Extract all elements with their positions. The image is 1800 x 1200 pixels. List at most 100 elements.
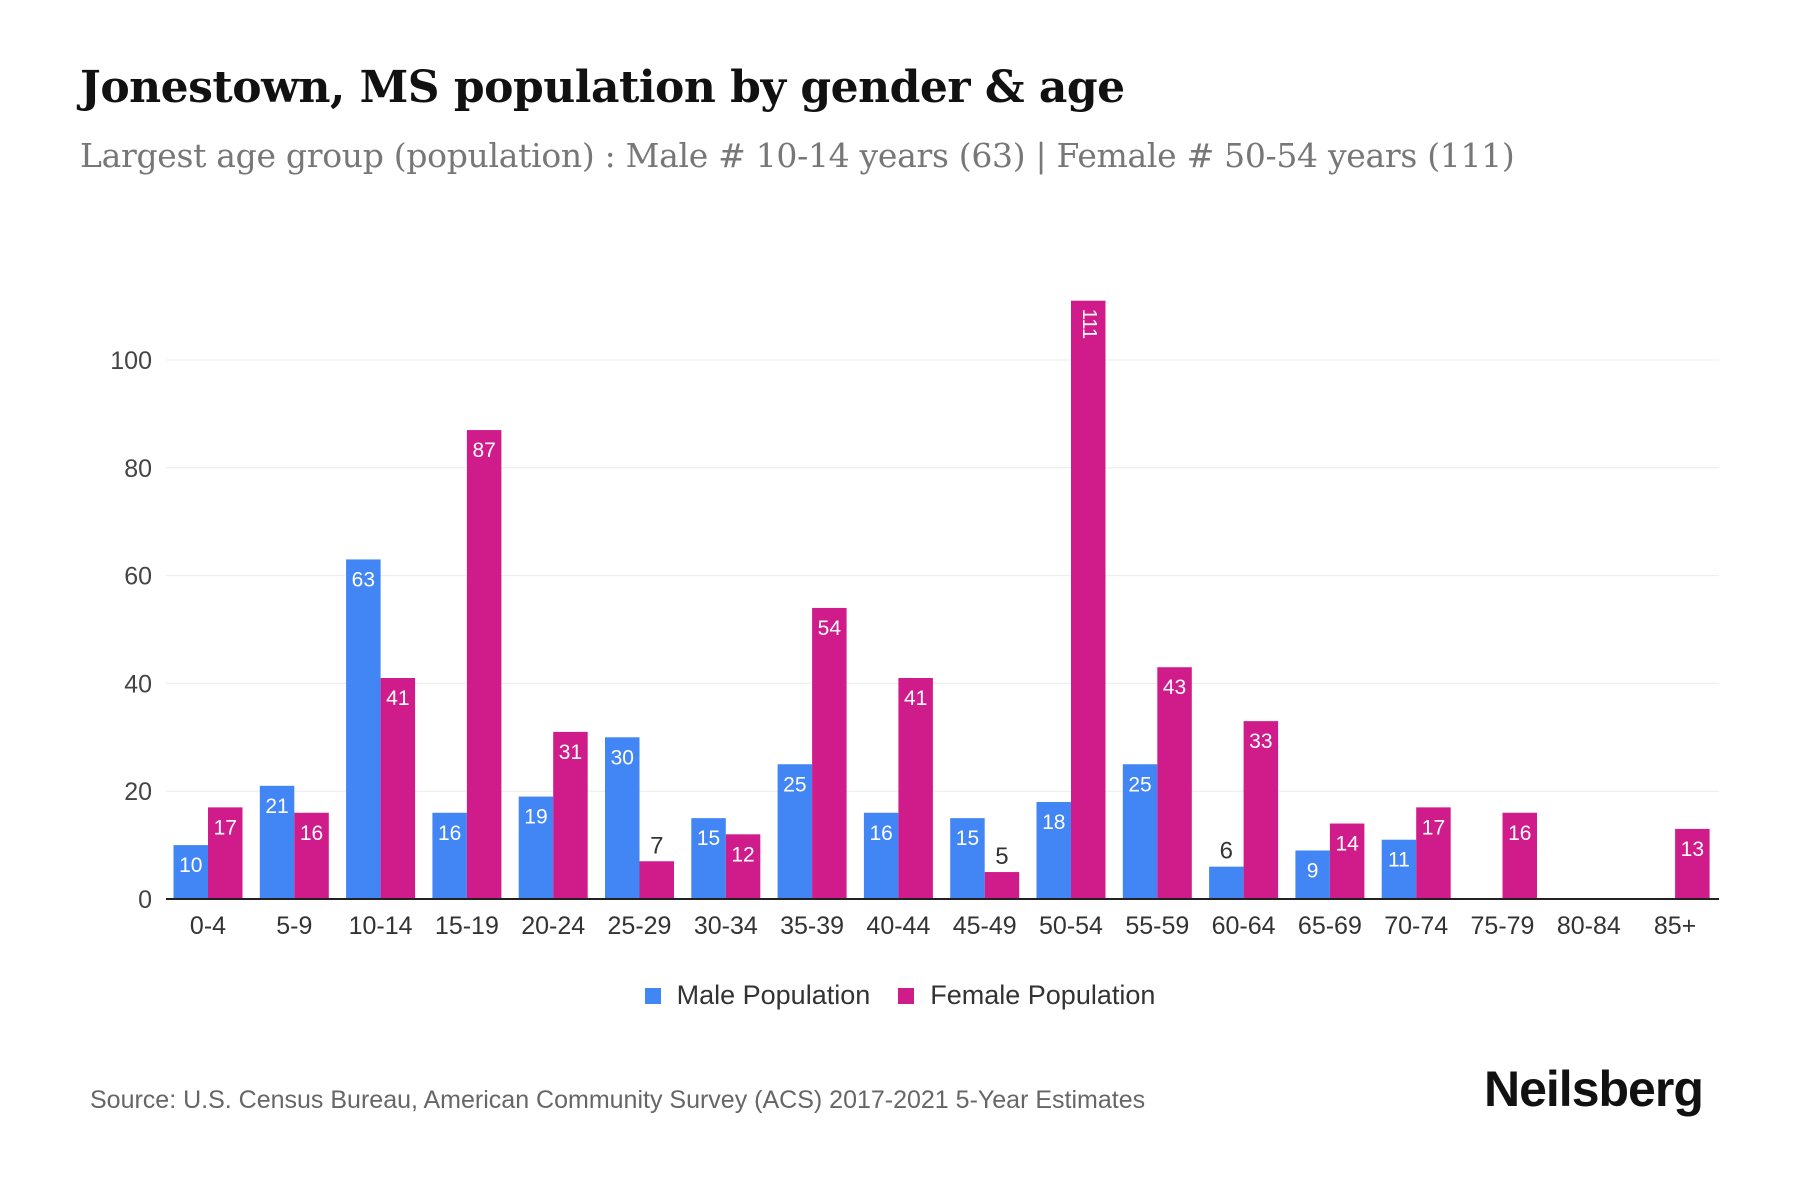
female-bar xyxy=(984,872,1020,899)
data-label: 6 xyxy=(1220,838,1233,865)
male-bar xyxy=(950,818,985,899)
data-label: 21 xyxy=(265,795,288,818)
legend-item-male: Male Population xyxy=(644,980,871,1011)
x-tick-label: 25-29 xyxy=(608,912,672,940)
female-bar xyxy=(466,430,502,899)
y-tick-label: 40 xyxy=(124,670,152,698)
data-label: 41 xyxy=(386,687,409,710)
male-bar xyxy=(173,845,208,899)
data-label: 15 xyxy=(956,827,979,850)
data-label: 11 xyxy=(1388,849,1410,872)
data-label: 7 xyxy=(650,832,663,859)
chart-title: Jonestown, MS population by gender & age xyxy=(80,62,1125,113)
male-bar xyxy=(1209,866,1244,899)
female-bar xyxy=(294,812,329,899)
data-label: 63 xyxy=(352,568,375,591)
x-tick-label: 85+ xyxy=(1654,912,1696,940)
source-note: Source: U.S. Census Bureau, American Com… xyxy=(90,1086,1146,1114)
x-tick-label: 45-49 xyxy=(953,912,1017,940)
data-label: 41 xyxy=(904,687,927,710)
data-label: 10 xyxy=(179,854,202,877)
x-tick-label: 75-79 xyxy=(1471,912,1535,940)
data-label: 9 xyxy=(1307,859,1319,882)
data-label: 14 xyxy=(1335,833,1359,856)
female-bar xyxy=(208,807,243,899)
y-tick-label: 100 xyxy=(110,347,152,375)
data-label: 19 xyxy=(524,806,547,829)
data-label: 87 xyxy=(472,439,495,462)
data-label: 111 xyxy=(1078,309,1100,339)
female-bar xyxy=(898,678,933,899)
data-label: 17 xyxy=(214,816,237,839)
chart-subtitle: Largest age group (population) : Male # … xyxy=(80,136,1515,175)
legend: Male Population Female Population xyxy=(0,980,1800,1011)
female-bar xyxy=(639,861,674,899)
x-tick-label: 60-64 xyxy=(1212,912,1276,940)
female-bar xyxy=(553,731,588,899)
x-tick-label: 30-34 xyxy=(694,912,758,940)
legend-item-female: Female Population xyxy=(898,980,1155,1011)
female-bar xyxy=(1416,807,1451,899)
x-tick-label: 50-54 xyxy=(1039,912,1103,940)
female-bar xyxy=(1243,721,1279,899)
x-tick-label: 80-84 xyxy=(1557,912,1621,940)
male-bar xyxy=(432,812,467,899)
data-label: 30 xyxy=(611,746,634,769)
data-label: 15 xyxy=(697,827,720,850)
female-bar xyxy=(1502,812,1537,899)
data-label: 33 xyxy=(1249,730,1272,753)
data-label: 25 xyxy=(783,773,806,796)
bar-chart: 0 20 40 60 80 100 0-4 10 17 5-9 21 16 10-14 63 41 15-19… xyxy=(110,300,1719,940)
data-label: 25 xyxy=(1128,773,1151,796)
female-bar xyxy=(812,607,847,899)
x-tick-label: 65-69 xyxy=(1298,912,1362,940)
female-bar xyxy=(1157,667,1192,899)
male-bar xyxy=(1295,850,1330,899)
male-bar xyxy=(777,764,813,899)
male-bar xyxy=(259,785,295,899)
data-label: 17 xyxy=(1422,816,1445,839)
x-tick-label: 35-39 xyxy=(780,912,844,940)
neilsberg-logo: Neilsberg xyxy=(1484,1061,1704,1117)
y-tick-label: 60 xyxy=(124,563,152,591)
data-label: 18 xyxy=(1042,811,1065,834)
data-label: 54 xyxy=(818,617,842,640)
x-tick-label: 40-44 xyxy=(866,912,930,940)
data-label: 43 xyxy=(1163,676,1186,699)
legend-swatch-female xyxy=(898,987,915,1004)
male-bar xyxy=(1381,839,1417,899)
y-tick-label: 20 xyxy=(124,778,152,806)
data-label: 16 xyxy=(438,822,461,845)
x-tick-label: 5-9 xyxy=(276,912,312,940)
data-label: 5 xyxy=(995,843,1008,870)
male-bar xyxy=(1122,764,1158,899)
legend-swatch-male xyxy=(644,987,661,1004)
x-tick-label: 10-14 xyxy=(349,912,413,940)
male-bar xyxy=(691,818,726,899)
x-tick-label: 55-59 xyxy=(1125,912,1189,940)
x-tick-label: 15-19 xyxy=(435,912,499,940)
data-label: 16 xyxy=(300,822,323,845)
data-label: 12 xyxy=(731,843,754,866)
x-tick-label: 0-4 xyxy=(190,912,226,940)
y-tick-label: 80 xyxy=(124,455,152,483)
x-tick-label: 70-74 xyxy=(1384,912,1448,940)
data-label: 16 xyxy=(1508,822,1531,845)
data-label: 31 xyxy=(559,741,582,764)
legend-label-male: Male Population xyxy=(676,980,871,1010)
legend-label-female: Female Population xyxy=(930,980,1156,1010)
female-bar xyxy=(1675,828,1710,899)
y-tick-label: 0 xyxy=(138,886,152,914)
male-bar xyxy=(605,737,640,899)
male-bar xyxy=(863,812,899,899)
male-bar xyxy=(518,796,554,899)
female-bar xyxy=(725,834,761,899)
male-bar xyxy=(1036,801,1071,899)
x-tick-label: 20-24 xyxy=(521,912,585,940)
data-label: 13 xyxy=(1681,838,1704,861)
data-label: 16 xyxy=(869,822,892,845)
male-bar xyxy=(346,559,381,899)
female-bar xyxy=(1071,300,1106,900)
female-bar xyxy=(380,678,416,899)
female-bar xyxy=(1329,823,1365,899)
